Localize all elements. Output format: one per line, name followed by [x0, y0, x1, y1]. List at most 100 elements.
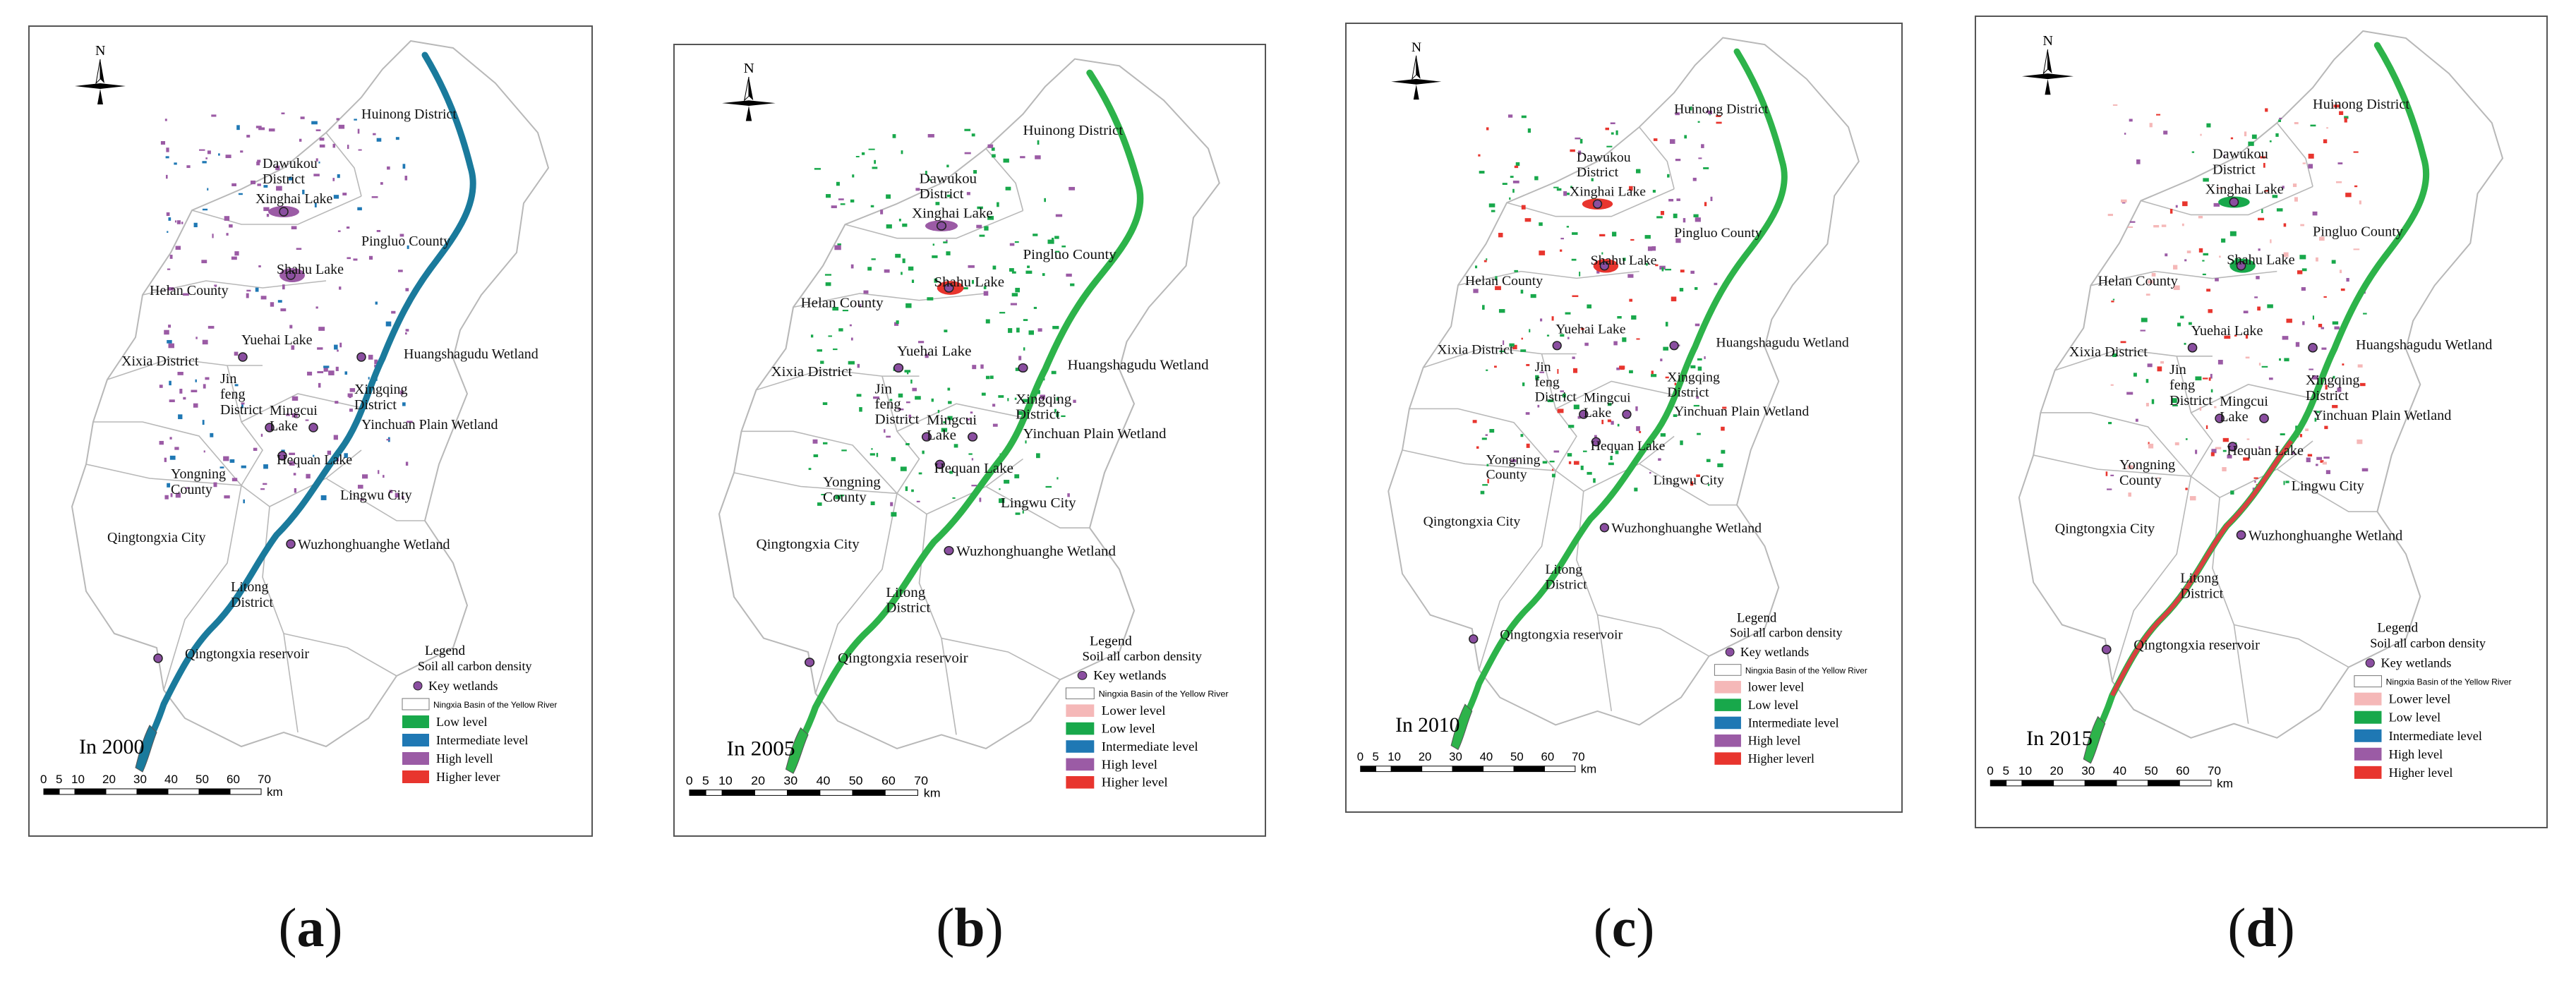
- place-label-line: County: [823, 490, 867, 505]
- wetland-patch: [2165, 253, 2168, 257]
- wetland-patch: [898, 218, 901, 222]
- wetland-patch: [983, 291, 989, 296]
- wetland-patch: [1474, 265, 1478, 269]
- key-wetland-dot: [1599, 523, 1610, 533]
- legend-item-label: High levell: [436, 751, 493, 766]
- wetland-patch: [1047, 239, 1054, 244]
- north-arrow-icon: [100, 59, 104, 83]
- wetland-patch: [2210, 373, 2213, 379]
- wetland-patch: [2112, 298, 2115, 301]
- wetland-patch: [1697, 433, 1701, 435]
- wetland-patch: [347, 145, 349, 150]
- wetland-patch: [2319, 236, 2325, 241]
- wetland-patch: [170, 492, 173, 497]
- wetland-patch: [1507, 114, 1513, 118]
- place-label-pingluo: Pingluo County: [1674, 226, 1762, 241]
- wetland-patch: [850, 264, 854, 269]
- legend-item-label: High level: [1102, 758, 1157, 771]
- wetland-patch: [916, 500, 920, 502]
- wetland-patch: [1520, 289, 1524, 294]
- panel-caption: (c): [1518, 896, 1730, 960]
- place-label-pingluo: Pingluo County: [361, 234, 450, 249]
- wetland-patch: [300, 116, 305, 119]
- wetland-patch: [817, 502, 822, 506]
- wetland-patch: [2133, 373, 2137, 377]
- wetland-patch: [2260, 156, 2266, 159]
- district-boundary: [2090, 270, 2277, 286]
- wetland-patch: [218, 153, 220, 156]
- wetland-patch: [2202, 273, 2206, 276]
- key-wetland-dot: [2187, 343, 2198, 353]
- wetland-patch: [376, 229, 381, 232]
- wetland-patch: [964, 128, 971, 131]
- district-boundary: [325, 132, 362, 197]
- wetland-patch: [1629, 186, 1633, 191]
- wetland-patch: [214, 284, 217, 286]
- wetland-patch: [2243, 310, 2249, 314]
- legend-item-label: Lower level: [1102, 704, 1166, 718]
- reservoir-shape: [2083, 715, 2106, 764]
- wetland-patch: [2361, 468, 2369, 472]
- wetland-patch: [266, 213, 270, 217]
- district-boundary: [1597, 614, 1709, 657]
- wetland-patch: [1014, 474, 1020, 478]
- wetland-patch: [347, 257, 351, 260]
- wetland-patch: [1706, 110, 1709, 113]
- wetland-patch: [2199, 406, 2202, 411]
- wetland-patch: [918, 472, 922, 475]
- yellow-river: [790, 69, 1144, 759]
- wetland-patch: [2245, 334, 2249, 339]
- north-label: N: [1412, 40, 1421, 55]
- wetland-patch: [2357, 439, 2363, 444]
- wetland-patch: [281, 449, 285, 453]
- place-label-line: Yongning: [823, 475, 881, 490]
- wetland-patch: [1491, 210, 1495, 212]
- wetland-patch: [2121, 199, 2127, 202]
- key-wetland-dot: [279, 207, 289, 217]
- wetland-patch: [2344, 116, 2349, 119]
- key-wetland-dot: [265, 423, 275, 433]
- wetland-patch: [889, 399, 893, 401]
- wetland-patch: [333, 435, 338, 440]
- legend-swatch: [2354, 729, 2382, 742]
- wetland-patch: [246, 135, 251, 138]
- wetland-patch: [371, 196, 378, 198]
- place-label-lingwu: Lingwu City: [340, 488, 412, 503]
- legend-item-label: Low level: [1102, 722, 1155, 735]
- wetland-patch: [1596, 269, 1600, 274]
- wetland-patch: [2185, 438, 2188, 440]
- wetland-patch: [822, 402, 828, 406]
- wetland-patch: [289, 461, 295, 466]
- wetland-patch: [241, 402, 245, 405]
- wetland-patch: [2312, 211, 2318, 216]
- wetland-patch: [1521, 205, 1526, 210]
- caption-letter: c: [1611, 897, 1637, 958]
- wetland-patch: [1570, 186, 1572, 188]
- wetland-patch: [193, 222, 198, 228]
- wetland-patch: [840, 203, 845, 205]
- wetland-patch: [971, 485, 977, 487]
- wetland-patch: [935, 202, 940, 205]
- wetland-patch: [968, 265, 975, 268]
- place-label-reservoir: Qingtongxia reservoir: [1500, 628, 1623, 643]
- wetland-patch: [2346, 277, 2349, 282]
- wetland-patch: [2332, 404, 2338, 409]
- wetland-patch: [828, 335, 832, 337]
- wetland-patch: [925, 353, 929, 358]
- place-label-xixia: Xixia District: [771, 365, 853, 380]
- place-label-line: Dawukou: [1577, 150, 1631, 165]
- reservoir-shape: [1450, 703, 1473, 751]
- wetland-patch: [1557, 409, 1564, 413]
- wetland-patch: [1542, 461, 1548, 464]
- wetland-patch: [1587, 304, 1592, 309]
- wetland-patch: [946, 164, 949, 168]
- wetland-patch: [1007, 398, 1009, 401]
- wetland-patch: [302, 189, 305, 195]
- wetland-patch: [901, 272, 903, 275]
- reservoir-shape: [135, 725, 157, 773]
- wetland-patch: [925, 171, 927, 175]
- wetland-patch: [2210, 452, 2215, 456]
- wetland-patch: [195, 379, 197, 382]
- wetland-patch: [927, 133, 934, 138]
- wetland-patch: [2246, 438, 2250, 440]
